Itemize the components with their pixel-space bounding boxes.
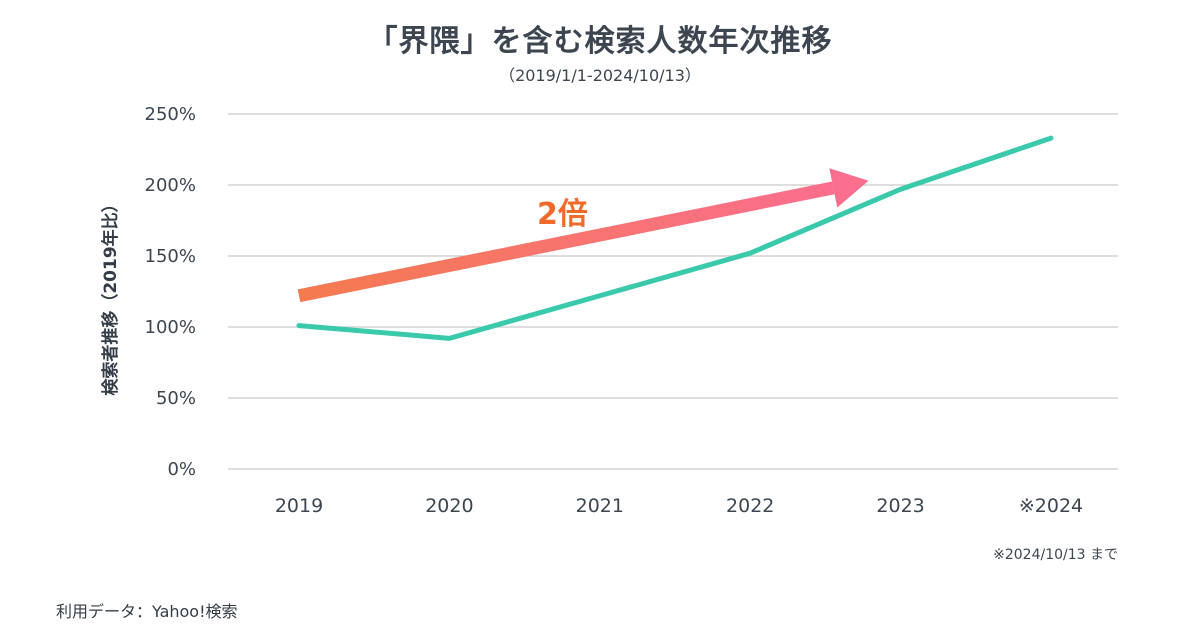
annotation-label: 2倍 xyxy=(537,197,588,232)
chart-subtitle: （2019/1/1-2024/10/13） xyxy=(499,66,701,85)
y-axis-label: 検索者推移（2019年比） xyxy=(100,195,121,395)
y-tick-label: 150% xyxy=(145,246,196,267)
series-group xyxy=(296,135,1054,341)
x-tick-label: 2023 xyxy=(876,495,924,517)
x-tick-label: 2020 xyxy=(425,495,473,517)
y-tick-label: 250% xyxy=(145,104,196,125)
x-tick-label: ※2024 xyxy=(1019,495,1083,517)
x-tick-label: 2019 xyxy=(275,495,323,517)
y-tick-label: 200% xyxy=(145,175,196,196)
growth-arrow xyxy=(297,168,869,303)
x-tick-labels: 2019 2020 2021 2022 2023 ※2024 xyxy=(275,495,1083,517)
y-tick-label: 0% xyxy=(167,459,196,480)
y-tick-labels: 0% 50% 100% 150% 200% 250% xyxy=(145,104,196,480)
data-source: 利用データ：Yahoo!検索 xyxy=(56,602,238,621)
x-tick-label: 2021 xyxy=(576,495,624,517)
chart-title: 「界隈」を含む検索人数年次推移 xyxy=(367,24,833,59)
arrow-head xyxy=(829,168,869,208)
grid-lines xyxy=(228,113,1118,470)
series-line xyxy=(296,135,1054,341)
x-tick-label: 2022 xyxy=(726,495,774,517)
y-tick-label: 50% xyxy=(156,388,196,409)
y-tick-label: 100% xyxy=(145,317,196,338)
arrow-shaft xyxy=(297,181,835,303)
footnote: ※2024/10/13 まで xyxy=(993,547,1118,563)
